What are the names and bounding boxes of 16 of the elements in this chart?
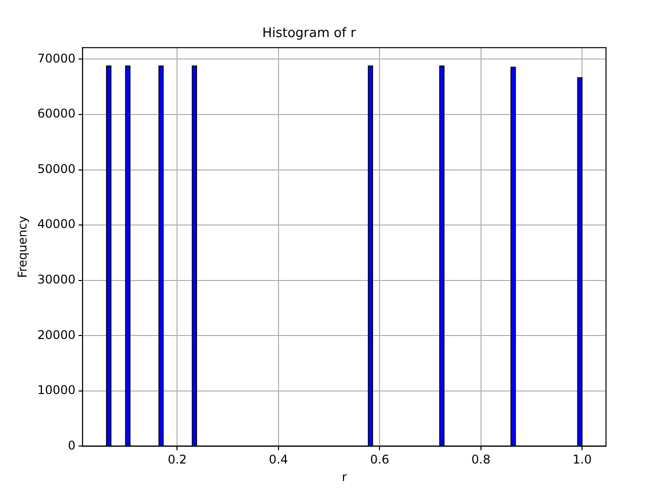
y-tick-label: 10000 xyxy=(37,383,76,398)
x-tick-label: 1.0 xyxy=(572,452,592,467)
y-axis-title: Frequency xyxy=(15,216,30,278)
chart-title: Histogram of r xyxy=(262,26,356,42)
x-tick-label: 0.6 xyxy=(370,452,390,467)
x-axis-title: r xyxy=(342,470,347,484)
y-tick-label: 30000 xyxy=(37,272,76,286)
y-tick-label: 50000 xyxy=(37,162,76,176)
x-tick-label: 0.2 xyxy=(168,452,187,467)
y-tick-label: 20000 xyxy=(37,328,76,342)
y-tick-label: 70000 xyxy=(37,51,76,66)
y-tick-label: 40000 xyxy=(37,217,76,232)
x-tick-label: 0.8 xyxy=(471,452,491,467)
x-tick-label: 0.4 xyxy=(268,452,288,467)
y-tick-label: 0 xyxy=(68,438,76,452)
y-tick-label: 60000 xyxy=(37,106,76,121)
